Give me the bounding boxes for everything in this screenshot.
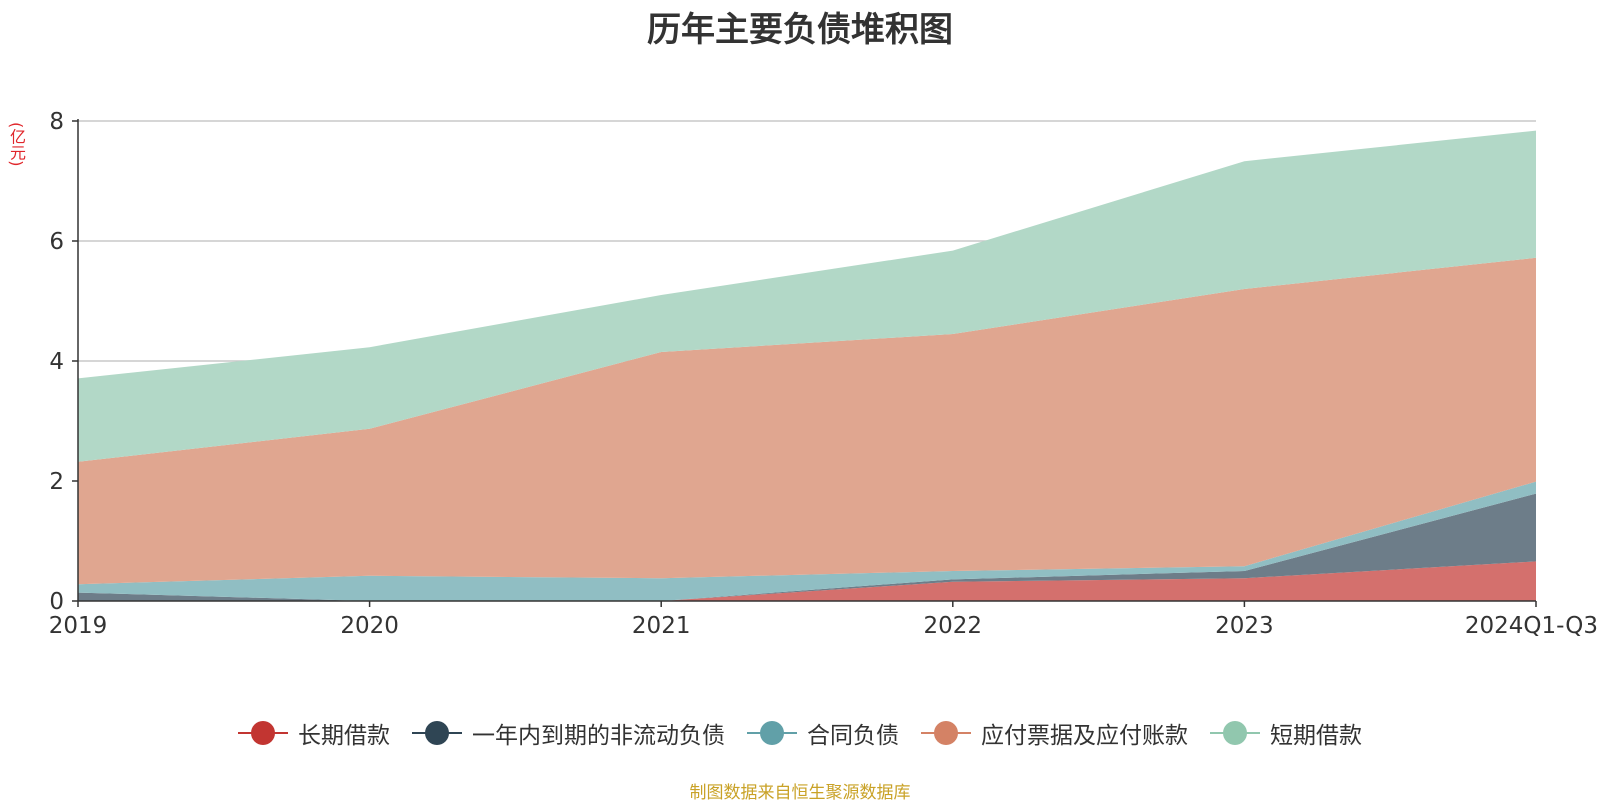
legend-item[interactable]: 长期借款 bbox=[238, 716, 390, 750]
area-0[interactable] bbox=[78, 561, 1536, 601]
area-1[interactable] bbox=[78, 493, 1536, 601]
legend-marker-icon bbox=[1210, 721, 1260, 745]
area-4[interactable] bbox=[78, 130, 1536, 462]
x-tick-labels: 2019 2020 2021 2022 2023 2024Q1-Q3 bbox=[49, 613, 1598, 639]
x-tick-label: 2020 bbox=[340, 613, 399, 639]
legend-label: 合同负债 bbox=[807, 723, 899, 749]
legend-item[interactable]: 一年内到期的非流动负债 bbox=[412, 716, 725, 750]
y-tick-label: 6 bbox=[49, 229, 64, 255]
legend-marker-icon bbox=[412, 721, 462, 745]
legend-label: 应付票据及应付账款 bbox=[981, 723, 1188, 749]
x-tick-label: 2022 bbox=[924, 613, 983, 639]
y-tick-label: 8 bbox=[49, 109, 64, 135]
area-2[interactable] bbox=[78, 481, 1536, 601]
legend-marker-icon bbox=[747, 721, 797, 745]
y-axis-unit: (亿元) bbox=[7, 122, 26, 167]
area-3[interactable] bbox=[78, 257, 1536, 585]
x-tick-label: 2021 bbox=[632, 613, 691, 639]
legend-label: 一年内到期的非流动负债 bbox=[472, 723, 725, 749]
chart-title: 历年主要负债堆积图 bbox=[647, 10, 953, 50]
y-tick-label: 0 bbox=[49, 589, 64, 615]
area-series bbox=[78, 130, 1536, 601]
legend-item[interactable]: 应付票据及应付账款 bbox=[921, 716, 1188, 750]
legend-item[interactable]: 短期借款 bbox=[1210, 716, 1362, 750]
x-tick-label: 2024Q1-Q3 bbox=[1465, 613, 1598, 639]
legend-label: 短期借款 bbox=[1270, 723, 1362, 749]
x-tick-label: 2023 bbox=[1215, 613, 1274, 639]
legend-item[interactable]: 合同负债 bbox=[747, 716, 899, 750]
y-tick-label: 4 bbox=[49, 349, 64, 375]
data-source-note: 制图数据来自恒生聚源数据库 bbox=[689, 783, 911, 803]
y-tick-label: 2 bbox=[49, 469, 64, 495]
y-tick-labels: 0 2 4 6 8 bbox=[49, 109, 64, 615]
axes bbox=[72, 119, 1537, 607]
legend: 长期借款 一年内到期的非流动负债 合同负债 应付票据及应付账款 短期借款 bbox=[0, 716, 1600, 750]
legend-label: 长期借款 bbox=[298, 723, 390, 749]
legend-marker-icon bbox=[238, 721, 288, 745]
x-tick-label: 2019 bbox=[49, 613, 108, 639]
legend-marker-icon bbox=[921, 721, 971, 745]
stacked-area-chart: 0 2 4 6 8 2019 2020 2021 2022 2023 2024Q1-Q3 bbox=[49, 109, 1598, 639]
